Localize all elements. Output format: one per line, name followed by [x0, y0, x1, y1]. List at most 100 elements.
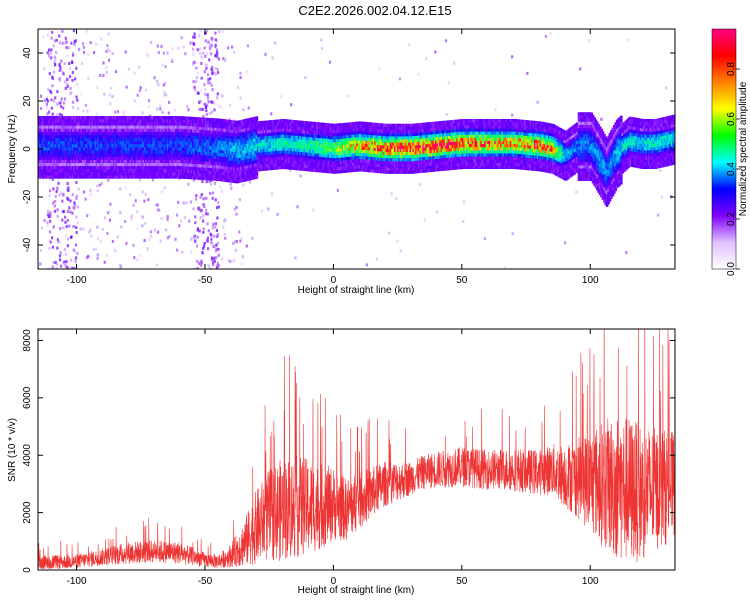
ridge-cell [316, 153, 319, 157]
noise-cell [163, 90, 166, 94]
ridge-cell [299, 120, 302, 124]
ridge-cell [302, 164, 305, 168]
ridge-cell [101, 153, 105, 157]
ridge-cell [252, 129, 256, 133]
ridge-cell [314, 159, 318, 163]
ridge-cell [265, 145, 268, 149]
ridge-cell [129, 166, 133, 170]
ridge-cell [266, 123, 270, 127]
ridge-cell [38, 172, 41, 176]
ridge-cell [83, 150, 86, 154]
ridge-cell [200, 145, 204, 149]
ridge-cell [98, 141, 102, 145]
ridge-cell [119, 169, 123, 173]
ridge-cell [329, 160, 332, 164]
ridge-cell [213, 149, 216, 153]
ridge-cell [169, 147, 172, 151]
ridge-cell [177, 131, 181, 135]
ridge-cell [125, 156, 129, 160]
ridge-cell [241, 172, 244, 176]
ridge-cell [299, 167, 302, 171]
ridge-cell [40, 169, 44, 173]
ridge-cell [131, 138, 134, 142]
ridge-cell [151, 162, 154, 167]
noise-cell [271, 56, 274, 60]
ridge-cell [118, 175, 122, 179]
noise-cell [462, 220, 465, 224]
ridge-cell [91, 144, 95, 148]
ridge-cell [295, 132, 298, 136]
ridge-cell [87, 147, 90, 151]
ridge-cell [139, 172, 143, 176]
ridge-cell [189, 151, 192, 155]
ridge-cell [60, 134, 64, 138]
ridge-cell [153, 150, 157, 154]
ridge-cell [128, 162, 131, 167]
ridge-cell [136, 175, 140, 179]
ridge-cell [245, 143, 249, 147]
ridge-cell [316, 150, 319, 154]
ridge-cell [231, 148, 235, 152]
ridge-cell [81, 122, 85, 126]
noise-cell [165, 228, 168, 232]
ridge-cell [56, 166, 59, 170]
ridge-cell [262, 127, 266, 131]
ridge-cell [261, 155, 264, 159]
ridge-cell [314, 137, 318, 141]
ridge-cell [240, 151, 243, 155]
ridge-cell [71, 166, 75, 170]
ridge-cell [285, 122, 288, 126]
ridge-cell [39, 150, 42, 154]
ridge-cell [261, 149, 264, 153]
ridge-cell [172, 128, 175, 132]
noise-cell [73, 42, 76, 46]
ridge-cell [128, 153, 131, 157]
ridge-cell [234, 167, 237, 171]
ridge-cell [80, 119, 83, 123]
ridge-cell [139, 131, 143, 135]
noise-cell [52, 261, 55, 264]
ridge-cell [317, 122, 321, 126]
ridge-cell [208, 161, 212, 165]
ridge-cell [255, 172, 259, 176]
ridge-cell [305, 164, 308, 168]
ridge-cell [228, 120, 232, 124]
ridge-cell [94, 150, 98, 154]
noise-cell [206, 239, 209, 243]
ridge-cell [245, 168, 249, 172]
ridge-cell [286, 131, 290, 136]
ridge-cell [39, 116, 42, 120]
ridge-cell [155, 116, 158, 120]
ridge-cell [128, 138, 131, 142]
noise-cell [71, 78, 74, 82]
ridge-cell [158, 156, 161, 160]
ridge-cell [165, 162, 168, 167]
noise-cell [232, 259, 235, 263]
ridge-cell [111, 159, 115, 163]
ridge-cell [330, 139, 333, 143]
ridge-cell [259, 127, 263, 131]
ridge-cell [272, 138, 276, 142]
ridge-cell [129, 144, 133, 148]
ridge-cell [125, 172, 129, 176]
noise-cell [75, 226, 78, 230]
ridge-cell [286, 166, 290, 170]
ridge-cell [110, 125, 113, 129]
ridge-cell [207, 136, 211, 140]
ridge-cell [176, 162, 179, 167]
noise-cell [50, 98, 53, 102]
ridge-cell [329, 126, 332, 130]
ridge-cell [194, 126, 198, 130]
ridge-cell [159, 159, 163, 163]
noise-cell [119, 265, 122, 269]
ridge-cell [240, 154, 243, 158]
noise-cell [221, 257, 224, 261]
ridge-cell [290, 160, 294, 164]
noise-cell [375, 257, 378, 261]
ridge-cell [254, 138, 257, 142]
ridge-cell [305, 149, 308, 153]
ridge-cell [276, 125, 280, 129]
ridge-cell [57, 175, 61, 179]
ridge-cell [240, 119, 243, 124]
ridge-cell [289, 163, 293, 167]
